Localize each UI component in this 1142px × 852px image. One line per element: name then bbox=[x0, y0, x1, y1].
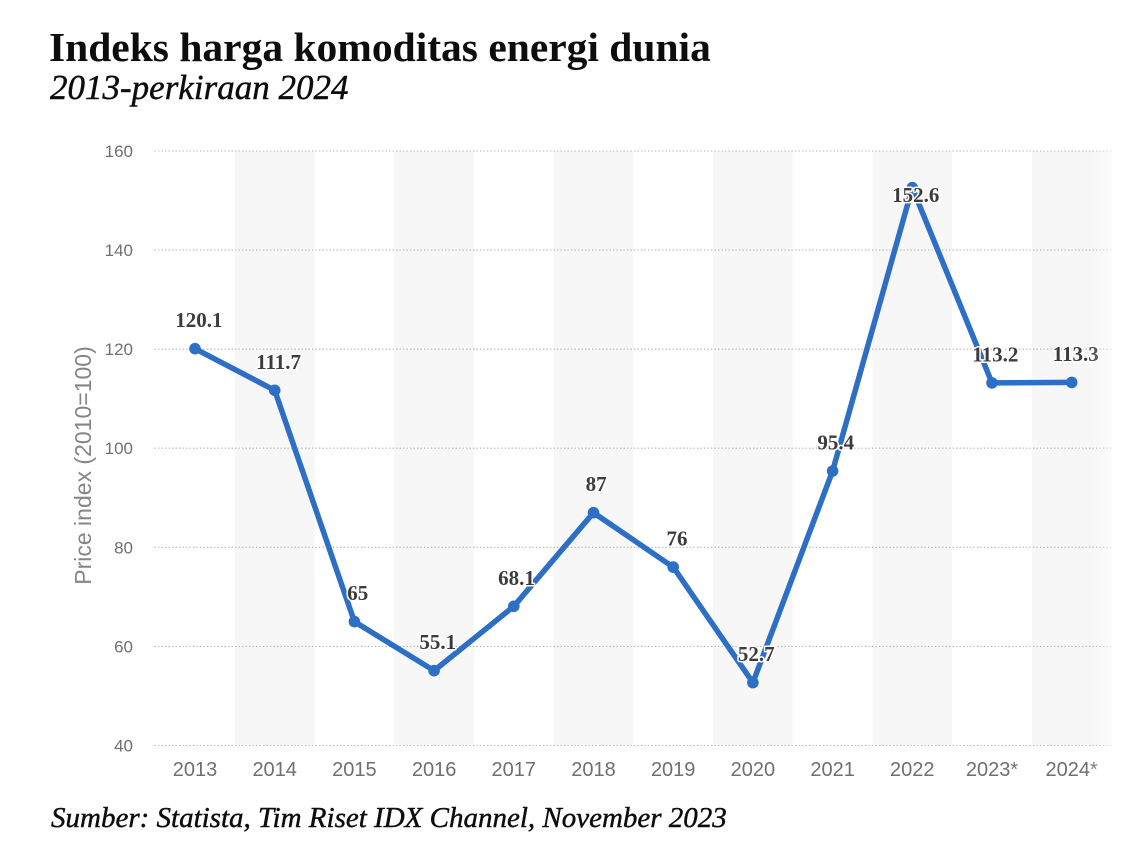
svg-text:152.6: 152.6 bbox=[892, 183, 939, 207]
svg-text:2018: 2018 bbox=[571, 759, 616, 781]
svg-text:2017: 2017 bbox=[492, 759, 537, 781]
svg-text:2015: 2015 bbox=[332, 759, 377, 781]
svg-text:55.1: 55.1 bbox=[419, 630, 456, 654]
svg-text:87: 87 bbox=[586, 472, 607, 496]
svg-text:2021: 2021 bbox=[810, 759, 855, 781]
svg-text:2019: 2019 bbox=[651, 759, 696, 781]
svg-text:52.7: 52.7 bbox=[738, 642, 775, 666]
svg-text:65: 65 bbox=[347, 581, 368, 605]
svg-text:76: 76 bbox=[667, 527, 688, 551]
svg-text:68.1: 68.1 bbox=[498, 566, 535, 590]
svg-text:40: 40 bbox=[114, 737, 133, 756]
svg-text:111.7: 111.7 bbox=[256, 350, 301, 374]
svg-text:80: 80 bbox=[114, 538, 133, 557]
svg-text:140: 140 bbox=[105, 241, 133, 260]
svg-text:100: 100 bbox=[105, 439, 133, 458]
svg-text:2013: 2013 bbox=[173, 759, 218, 781]
svg-text:2020: 2020 bbox=[731, 759, 776, 781]
svg-text:113.2: 113.2 bbox=[972, 342, 1018, 366]
svg-text:2022: 2022 bbox=[890, 759, 935, 781]
svg-text:2014: 2014 bbox=[252, 759, 297, 781]
svg-text:95.4: 95.4 bbox=[817, 431, 854, 455]
svg-text:Price index (2010=100): Price index (2010=100) bbox=[70, 346, 96, 584]
svg-text:120.1: 120.1 bbox=[175, 308, 222, 332]
svg-text:60: 60 bbox=[114, 637, 133, 656]
svg-text:120: 120 bbox=[105, 340, 133, 359]
svg-text:2023*: 2023* bbox=[966, 759, 1018, 781]
svg-text:2016: 2016 bbox=[412, 759, 457, 781]
svg-text:160: 160 bbox=[105, 142, 133, 161]
svg-text:2024*: 2024* bbox=[1046, 759, 1098, 781]
